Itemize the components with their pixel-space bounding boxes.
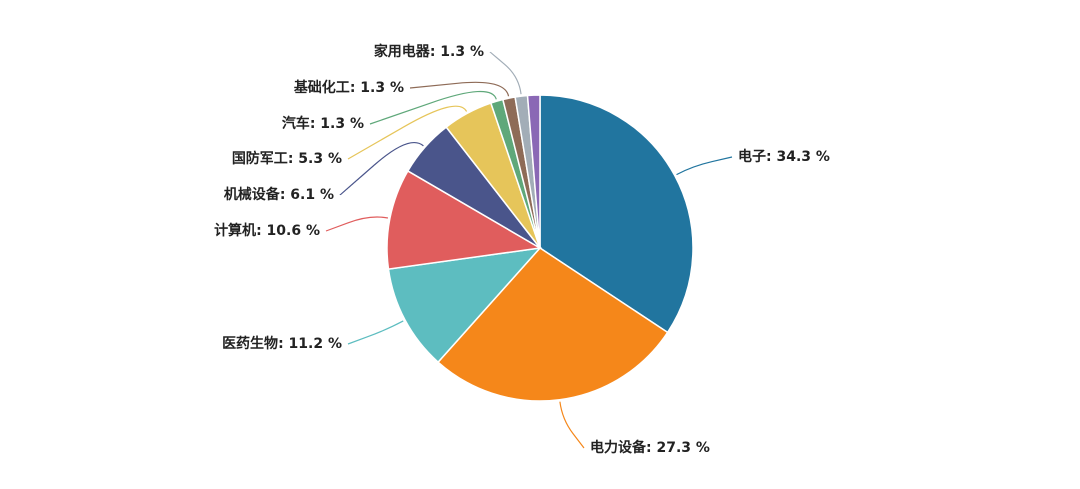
value-label: 1.3 % (320, 116, 364, 132)
label-separator: : (766, 149, 776, 165)
value-label: 27.3 % (656, 440, 709, 456)
category-name: 基础化工 (294, 79, 350, 96)
pie-slice (526, 94, 541, 249)
leader-line (325, 216, 389, 232)
category-name: 电力设备 (590, 439, 647, 456)
category-name: 国防军工 (232, 150, 288, 167)
data-label: 电子: 34.3 % (738, 148, 830, 165)
pie-slice (387, 246, 542, 364)
value-label: 1.3 % (360, 80, 404, 96)
category-name: 医药生物 (222, 335, 278, 352)
value-label: 34.3 % (776, 149, 829, 165)
value-label: 5.3 % (298, 151, 342, 167)
label-separator: : (646, 440, 656, 456)
category-name: 计算机 (214, 222, 256, 239)
category-name: 电子 (738, 148, 766, 165)
value-label: 1.3 % (440, 44, 484, 60)
data-label: 汽车: 1.3 % (282, 115, 364, 132)
label-separator: : (350, 80, 360, 96)
category-name: 汽车 (282, 115, 310, 132)
leader-line (409, 81, 510, 97)
leader-line (347, 320, 404, 345)
value-label: 10.6 % (267, 223, 320, 239)
data-label: 基础化工: 1.3 % (294, 79, 404, 96)
data-label: 计算机: 10.6 % (214, 222, 320, 239)
leader-line (559, 401, 585, 449)
data-label: 国防军工: 5.3 % (232, 150, 342, 167)
value-label: 11.2 % (289, 336, 342, 352)
leader-line (369, 90, 497, 125)
leader-line (676, 156, 733, 176)
category-name: 机械设备 (224, 186, 281, 203)
label-separator: : (310, 116, 320, 132)
leader-line (489, 51, 522, 95)
label-separator: : (280, 187, 290, 203)
value-label: 6.1 % (290, 187, 334, 203)
label-separator: : (288, 151, 298, 167)
pie-slice (386, 169, 543, 270)
data-label: 家用电器: 1.3 % (374, 43, 484, 60)
category-name: 家用电器 (374, 43, 431, 60)
label-separator: : (256, 223, 266, 239)
label-separator: : (430, 44, 440, 60)
leader-line (339, 141, 424, 196)
leader-line (347, 105, 468, 160)
data-label: 机械设备: 6.1 % (224, 186, 334, 203)
data-label: 电力设备: 27.3 % (590, 439, 710, 456)
label-separator: : (278, 336, 288, 352)
data-label: 医药生物: 11.2 % (222, 335, 342, 352)
pie-slice (437, 247, 669, 402)
